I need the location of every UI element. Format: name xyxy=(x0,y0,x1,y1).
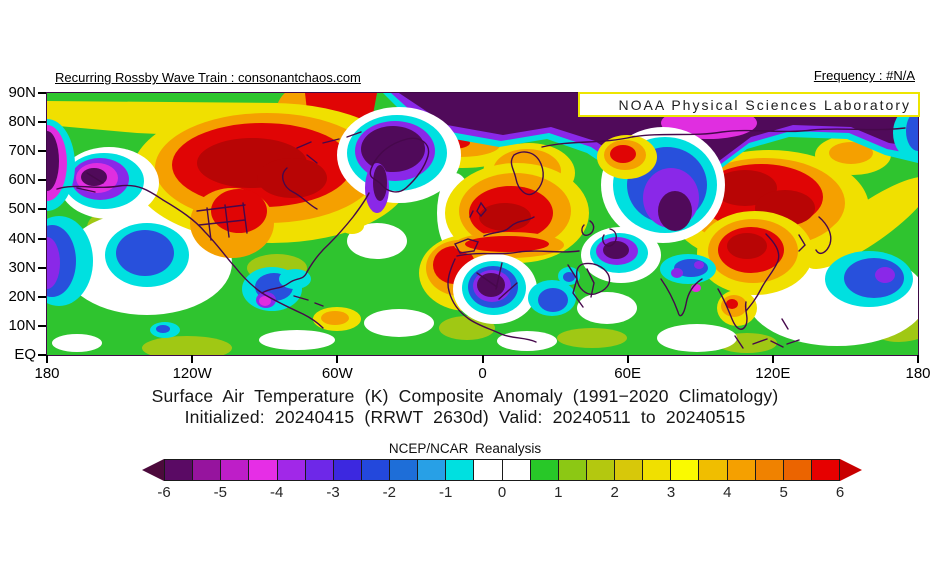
lat-tick-mark xyxy=(38,295,46,298)
colorbar-tick-label: 0 xyxy=(497,484,507,501)
lon-tick-mark xyxy=(771,355,774,363)
lat-tick-label: 60N xyxy=(8,171,36,189)
plot-subtitle: Initialized: 20240415 (RRWT 2630d) Valid… xyxy=(184,407,746,427)
colorbar-tick-label: -3 xyxy=(326,484,340,501)
lat-tick-label: 40N xyxy=(8,229,36,247)
colorbar-box xyxy=(671,460,700,480)
colorbar-box xyxy=(333,460,362,480)
iran-cold-anomaly xyxy=(581,227,661,283)
lat-tick-label: 80N xyxy=(8,113,36,131)
colorbar-box xyxy=(699,460,728,480)
lat-tick-mark xyxy=(38,121,46,124)
colorbar-box xyxy=(418,460,447,480)
colorbar-box xyxy=(390,460,419,480)
colorbar-arrow-right xyxy=(840,459,862,481)
colorbar-ticks: -6 -5 -4 -3 -2 -1 0 1 2 3 4 5 6 xyxy=(142,484,862,502)
colorbar-box xyxy=(811,460,839,480)
india-cold-anomaly xyxy=(660,254,716,292)
lat-tick-mark xyxy=(38,266,46,269)
colorbar-box xyxy=(783,460,812,480)
lat-tick-mark xyxy=(38,237,46,240)
colorbar-box xyxy=(502,460,531,480)
lon-tick-mark xyxy=(626,355,629,363)
plot-title: Surface Air Temperature (K) Composite An… xyxy=(151,386,779,406)
colorbar-box xyxy=(249,460,278,480)
colorbar-tick-label: 1 xyxy=(554,484,563,501)
noaa-psl-banner-text: NOAA Physical Sciences Laboratory xyxy=(618,96,911,113)
lon-tick-label: 60W xyxy=(321,365,353,382)
colorbar-tick-label: -5 xyxy=(213,484,227,501)
lon-tick-label: 120W xyxy=(172,365,212,382)
colorbar-box xyxy=(755,460,784,480)
frequency-label: Frequency : #N/A xyxy=(813,68,915,83)
lon-tick-label: 120E xyxy=(755,365,791,382)
lat-tick-label: 20N xyxy=(8,287,36,305)
colorbar-tick-label: 6 xyxy=(835,484,845,501)
anomaly-map xyxy=(46,92,919,356)
colorbar-tick-label: 3 xyxy=(666,484,676,501)
colorbar-box xyxy=(305,460,334,480)
noaa-psl-banner: NOAA Physical Sciences Laboratory xyxy=(578,92,920,117)
colorbar-arrow-left xyxy=(142,459,164,481)
colorbar-tick-label: 5 xyxy=(779,484,788,501)
lon-tick-mark xyxy=(46,355,48,363)
lat-tick-label: 10N xyxy=(8,316,36,334)
colorbar-box xyxy=(530,460,559,480)
colorbar-box xyxy=(361,460,390,480)
colorbar-box xyxy=(221,460,250,480)
colorbar-box xyxy=(193,460,222,480)
longitude-axis: 180 120W 60W 0 60E 120E 180 xyxy=(34,355,930,391)
colorbar-box xyxy=(446,460,475,480)
colorbar-box xyxy=(643,460,672,480)
lon-tick-label: 60E xyxy=(614,365,642,382)
colorbar-title: NCEP/NCAR Reanalysis xyxy=(388,441,542,456)
colorbar-tick-label: 4 xyxy=(723,484,732,501)
lat-tick-mark xyxy=(38,150,46,153)
colorbar-boxes xyxy=(164,459,840,481)
colorbar-tick-label: 2 xyxy=(610,484,619,501)
coastlines xyxy=(56,127,906,349)
latitude-axis: 90N 80N 70N 60N 50N 40N 30N 20N 10N EQ xyxy=(0,85,46,363)
nw-pacific-cold-anomaly xyxy=(825,107,918,307)
lat-tick-mark xyxy=(38,354,46,356)
colorbar-tick-label: -6 xyxy=(157,484,171,501)
lat-tick-mark xyxy=(38,208,46,211)
colorbar-tick-label: -2 xyxy=(382,484,396,501)
colorbar xyxy=(142,459,862,481)
colorbar-box xyxy=(165,460,194,480)
lon-tick-mark xyxy=(191,355,194,363)
colorbar-box xyxy=(277,460,306,480)
colorbar-tick-label: -1 xyxy=(438,484,453,501)
colorbar-box xyxy=(615,460,644,480)
rossby-wave-train-link[interactable]: Recurring Rossby Wave Train : consonantc… xyxy=(55,70,361,85)
colorbar-box xyxy=(727,460,756,480)
lat-tick-label: 30N xyxy=(8,258,36,276)
colorbar-tick-label: -4 xyxy=(269,484,284,501)
lon-tick-mark xyxy=(481,355,484,363)
colorbar-box xyxy=(586,460,615,480)
colorbar-box xyxy=(474,460,503,480)
lat-tick-label: EQ xyxy=(14,346,36,363)
lat-tick-mark xyxy=(38,92,46,94)
lat-tick-mark xyxy=(38,324,46,327)
lon-tick-mark xyxy=(917,355,919,363)
anomaly-map-svg xyxy=(47,93,918,355)
colorbar-box xyxy=(558,460,587,480)
lat-tick-label: 50N xyxy=(8,200,36,218)
sahara-cold-anomaly xyxy=(453,254,537,324)
lon-tick-label: 180 xyxy=(905,365,930,382)
lon-tick-mark xyxy=(336,355,339,363)
lon-tick-label: 180 xyxy=(34,365,60,382)
lon-tick-label: 0 xyxy=(478,365,487,382)
lat-tick-label: 90N xyxy=(8,84,36,101)
lat-tick-mark xyxy=(38,179,46,182)
lat-tick-label: 70N xyxy=(8,142,36,160)
